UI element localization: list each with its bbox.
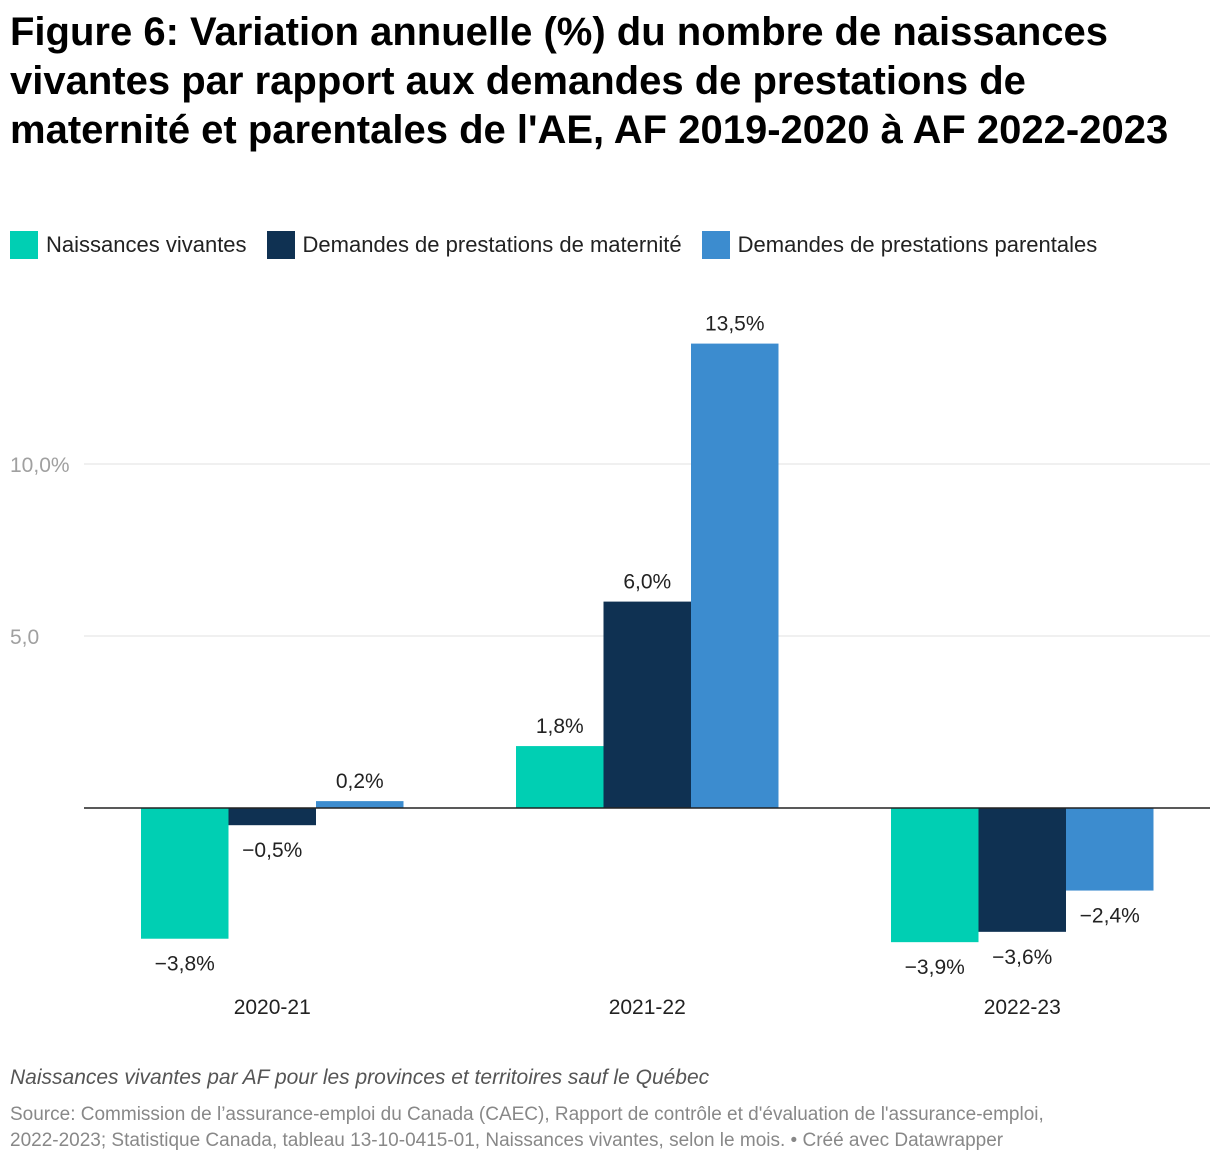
data-label: 1,8% <box>536 715 584 738</box>
data-labels: −3,8% −0,5% 0,2% 1,8% 6,0% 13,5% −3,9% −3,6% −2,… <box>155 313 1140 980</box>
legend-item-parentales: Demandes de prestations parentales <box>701 231 1098 259</box>
legend-label-parentales: Demandes de prestations parentales <box>737 232 1098 257</box>
x-tick-label: 2022-23 <box>984 996 1061 1019</box>
data-label: −3,9% <box>905 956 965 979</box>
data-label: −3,6% <box>992 946 1052 969</box>
legend-swatch-maternite <box>266 231 295 259</box>
bar-2021-22-0 <box>516 746 604 808</box>
chart-notes: Naissances vivantes par AF pour les prov… <box>10 1066 710 1089</box>
bar-2020-21-2 <box>316 801 404 808</box>
bar-2020-21-0 <box>141 808 229 939</box>
bar-2022-23-1 <box>978 808 1066 932</box>
data-label: −3,8% <box>155 953 215 976</box>
data-label: −2,4% <box>1080 905 1140 928</box>
bar-2022-23-0 <box>891 808 979 943</box>
bar-2021-22-1 <box>603 601 691 808</box>
data-label: 0,2% <box>336 770 384 793</box>
y-tick-label: 10,0% <box>10 454 70 477</box>
x-tick-label: 2021-22 <box>609 996 686 1019</box>
bar-2022-23-2 <box>1066 808 1154 891</box>
data-label: −0,5% <box>242 839 302 862</box>
axes: 2020-21 2021-22 2022-23 <box>84 807 1210 1019</box>
legend-swatch-parentales <box>701 231 730 259</box>
chart-source: Source: Commission de l’assurance-emploi… <box>10 1102 1210 1154</box>
legend-label-maternite: Demandes de prestations de maternité <box>302 232 682 257</box>
chart-title: Figure 6: Variation annuelle (%) du nomb… <box>10 10 1169 152</box>
legend-item-naissances: Naissances vivantes <box>10 231 247 259</box>
data-label: 6,0% <box>623 571 671 594</box>
bars <box>141 343 1154 943</box>
bar-2020-21-1 <box>228 808 316 826</box>
data-label: 13,5% <box>705 313 765 336</box>
bar-chart: 5,0 10,0% −3,8% −0,5% 0,2% 1,8% 6,0% 13,5% −3,9… <box>10 313 1210 1019</box>
y-tick-label: 5,0 <box>10 626 39 649</box>
legend: Naissances vivantes Demandes de prestati… <box>10 231 1097 259</box>
legend-item-maternite: Demandes de prestations de maternité <box>266 231 682 259</box>
bar-2021-22-2 <box>691 343 779 808</box>
source-line-1: Source: Commission de l’assurance-emploi… <box>10 1104 1044 1125</box>
legend-swatch-naissances <box>10 231 38 259</box>
legend-label-naissances: Naissances vivantes <box>46 232 247 257</box>
x-tick-label: 2020-21 <box>234 996 311 1019</box>
source-line-2: 2022-2023; Statistique Canada, tableau 1… <box>10 1130 1004 1151</box>
